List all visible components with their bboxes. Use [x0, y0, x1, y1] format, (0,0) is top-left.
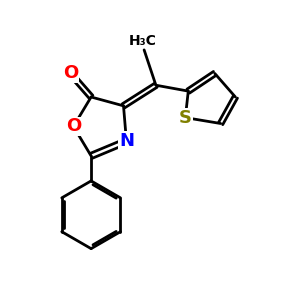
Text: O: O [63, 64, 78, 82]
Text: H₃C: H₃C [129, 34, 157, 48]
Text: S: S [179, 109, 192, 127]
Text: N: N [119, 132, 134, 150]
Text: O: O [66, 117, 81, 135]
